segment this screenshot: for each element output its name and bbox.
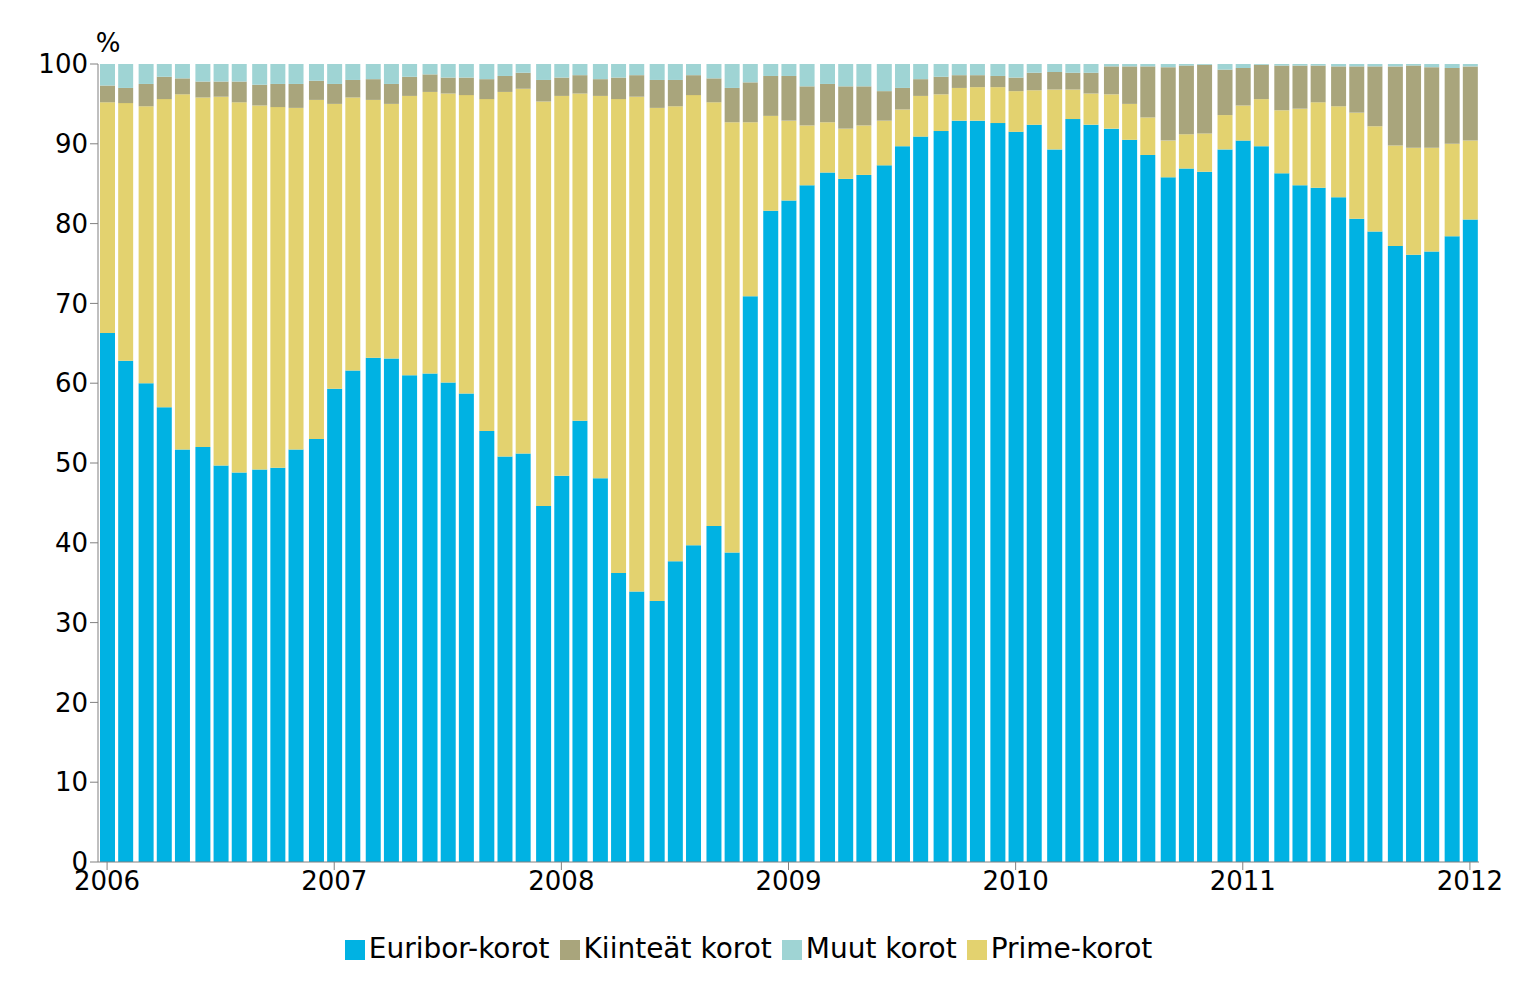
- html-text:Kiinteät korot: Kiinteät korot: [583, 932, 772, 965]
- html-text:Prime-korot: Prime-korot: [990, 932, 1153, 965]
- svg-text:2012: 2012: [1437, 866, 1503, 896]
- svg-text:0: 0: [71, 847, 88, 877]
- svg-text:2008: 2008: [528, 866, 594, 896]
- svg-text:80: 80: [55, 209, 88, 239]
- svg-text:20: 20: [55, 688, 88, 718]
- svg-text:2006: 2006: [74, 866, 141, 897]
- svg-text:60: 60: [55, 368, 88, 398]
- svg-text:2011: 2011: [1210, 866, 1276, 896]
- svg-text:10: 10: [55, 767, 88, 797]
- svg-text:70: 70: [55, 289, 88, 319]
- svg-text:%: %: [96, 28, 121, 58]
- svg-text:90: 90: [55, 129, 88, 159]
- svg-text:2007: 2007: [301, 866, 367, 896]
- html-text:Muut korot: Muut korot: [805, 932, 957, 965]
- html-text:Euribor-korot: Euribor-korot: [368, 932, 550, 965]
- svg-text:40: 40: [55, 528, 88, 558]
- svg-text:30: 30: [55, 608, 88, 638]
- svg-text:50: 50: [55, 448, 88, 478]
- svg-text:2009: 2009: [755, 866, 821, 896]
- svg-text:2010: 2010: [983, 866, 1049, 896]
- svg-text:100: 100: [38, 49, 88, 79]
